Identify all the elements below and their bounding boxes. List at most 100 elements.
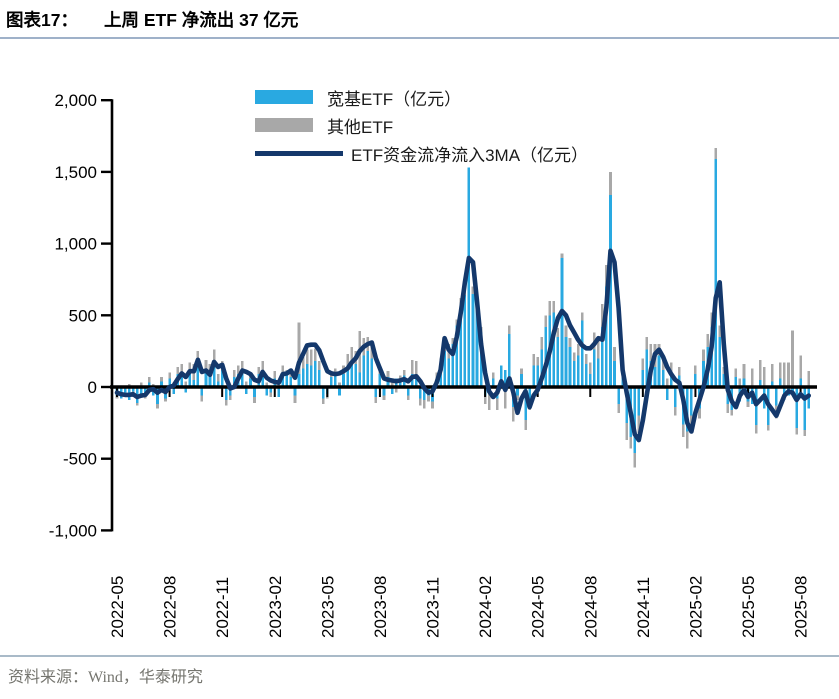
legend-label-other-etf: 其他ETF (327, 117, 394, 137)
bar-broad-etf (645, 349, 649, 387)
bar-other-etf (204, 359, 208, 369)
legend-item-other-etf: 其他ETF (255, 111, 588, 139)
bar-other-etf (487, 392, 491, 410)
bar-other-etf (766, 425, 770, 431)
bar-other-etf (346, 354, 349, 366)
bar-other-etf (406, 395, 410, 400)
source-note: 资料来源：Wind，华泰研究 (8, 669, 203, 686)
bar-other-etf (625, 422, 628, 441)
bar-broad-etf (334, 375, 337, 387)
bar-other-etf (309, 349, 313, 366)
bar-broad-etf (309, 365, 313, 387)
bar-broad-etf (390, 387, 394, 395)
bar-broad-etf (467, 167, 471, 387)
bar-other-etf (807, 370, 810, 387)
x-tick-label: 2025-02 (686, 576, 705, 638)
bar-other-etf (431, 401, 434, 409)
bar-broad-etf (342, 374, 345, 387)
bar-broad-etf (795, 387, 798, 428)
chart-legend: 宽基ETF（亿元） 其他ETF ETF资金流净流入3MA（亿元） (255, 83, 588, 167)
bar-broad-etf (192, 379, 196, 387)
bar-other-etf (524, 419, 527, 431)
bar-other-etf (297, 322, 301, 375)
bar-broad-etf (346, 365, 349, 387)
bar-broad-etf (536, 365, 539, 387)
bar-broad-etf (285, 375, 289, 387)
bar-other-etf (317, 361, 321, 370)
bar-broad-etf (499, 365, 503, 387)
bar-other-etf (374, 397, 378, 403)
bar-other-etf (305, 349, 309, 365)
x-tick-label: 2024-11 (634, 577, 653, 638)
legend-item-broad-etf: 宽基ETF（亿元） (255, 83, 588, 111)
bar-broad-etf (637, 387, 641, 416)
bar-other-etf (588, 362, 592, 375)
bar-other-etf (160, 376, 163, 382)
bar-broad-etf (552, 312, 556, 387)
bar-other-etf (799, 355, 802, 379)
bar-broad-etf (281, 374, 285, 387)
bar-other-etf (471, 286, 475, 294)
bar-other-etf (176, 366, 179, 375)
bar-other-etf (180, 364, 184, 377)
bar-other-etf (253, 397, 256, 403)
bar-other-etf (228, 395, 232, 400)
bar-broad-etf (423, 387, 426, 400)
bar-other-etf (386, 371, 390, 377)
bar-other-etf (148, 376, 151, 383)
bar-broad-etf (350, 361, 353, 387)
bar-other-etf (508, 325, 511, 334)
bar-broad-etf (293, 387, 297, 396)
bar-other-etf (224, 399, 228, 406)
bar-broad-etf (597, 358, 600, 387)
bar-broad-etf (718, 336, 722, 387)
bar-broad-etf (321, 387, 325, 399)
bar-broad-etf (564, 336, 568, 387)
bar-broad-etf (354, 364, 357, 387)
bar-other-etf (536, 356, 539, 366)
bar-other-etf (564, 325, 568, 337)
bar-other-etf (394, 387, 398, 393)
bar-broad-etf (148, 382, 151, 387)
bar-broad-etf (451, 343, 455, 387)
bar-broad-etf (366, 351, 370, 387)
bar-other-etf (665, 378, 669, 387)
bar-other-etf (633, 452, 637, 468)
bar-other-etf (576, 343, 580, 356)
chart-canvas: 2022-05 2022-08 2022-11 2023-02 2023-05 2023-… (49, 91, 817, 638)
bar-broad-etf (168, 378, 171, 387)
bar-broad-etf (665, 387, 669, 400)
bar-other-etf (738, 378, 742, 387)
bar-broad-etf (641, 369, 645, 387)
bar-broad-etf (504, 369, 507, 387)
bar-broad-etf (540, 349, 544, 387)
bar-broad-etf (491, 378, 495, 387)
bar-broad-etf (443, 351, 446, 387)
bar-other-etf (139, 382, 143, 387)
y-tick-label: 2,000 (54, 91, 97, 110)
bar-broad-etf (560, 257, 564, 387)
bar-broad-etf (447, 358, 450, 387)
legend-label-broad-etf: 宽基ETF（亿元） (327, 89, 462, 109)
bar-broad-etf (516, 387, 519, 396)
bar-other-etf (580, 312, 584, 321)
bar-other-etf (544, 315, 548, 327)
bar-other-etf (427, 395, 430, 402)
figure-title: 图表17： 上周 ETF 净流出 37 亿元 (6, 7, 298, 32)
footer-rule (0, 655, 839, 657)
bar-other-etf (677, 366, 681, 376)
bar-other-etf (491, 372, 495, 379)
bar-broad-etf (799, 378, 802, 387)
bar-other-etf (779, 362, 782, 379)
bar-other-etf (722, 366, 726, 375)
bar-other-etf (184, 381, 188, 387)
bar-broad-etf (208, 374, 212, 387)
bar-broad-etf (406, 387, 410, 396)
bar-other-etf (698, 408, 701, 419)
figure-title-text: 上周 ETF 净流出 37 亿元 (103, 10, 299, 30)
bar-broad-etf (204, 368, 208, 387)
bar-other-etf (746, 401, 750, 408)
bar-broad-etf (653, 366, 657, 387)
bar-broad-etf (374, 387, 378, 398)
bar-other-etf (734, 368, 738, 377)
